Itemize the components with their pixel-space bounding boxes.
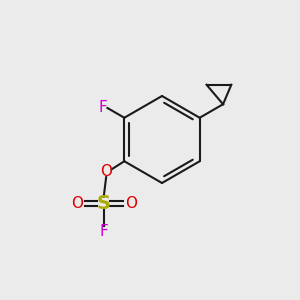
Text: O: O: [71, 196, 83, 211]
Text: F: F: [98, 100, 107, 116]
Text: S: S: [97, 194, 111, 213]
Text: F: F: [99, 224, 108, 239]
Text: O: O: [100, 164, 112, 179]
Text: O: O: [125, 196, 137, 211]
